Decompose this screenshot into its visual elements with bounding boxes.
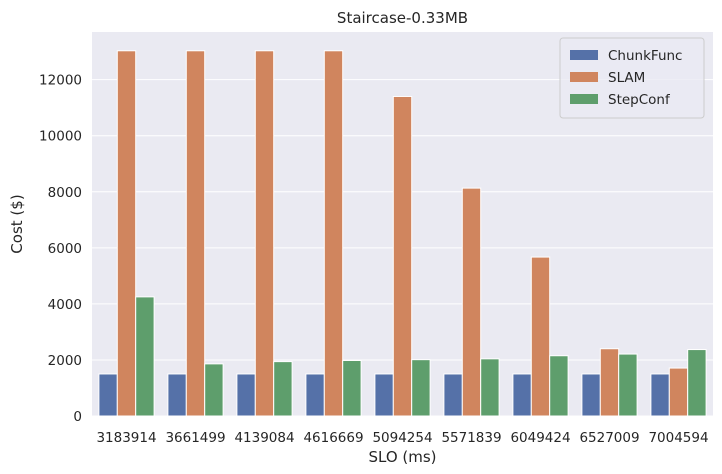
y-tick-label: 10000 (39, 129, 82, 145)
bars (98, 50, 707, 417)
x-tick-label: 6527009 (579, 430, 639, 446)
bar-slam-6049424 (530, 256, 551, 417)
y-tick-label: 6000 (48, 241, 82, 257)
bar-chunkfunc-5094254 (374, 373, 394, 417)
x-tick-label: 4616669 (303, 430, 363, 446)
x-tick-label: 3183914 (96, 430, 156, 446)
x-tick-label: 5094254 (372, 430, 432, 446)
bar-slam-3661499 (185, 50, 206, 417)
bar-stepconf-5094254 (411, 359, 431, 417)
x-tick-label: 7004594 (648, 430, 708, 446)
chart-title: Staircase-0.33MB (337, 9, 468, 27)
legend: ChunkFunc SLAM StepConf (559, 37, 705, 119)
y-tick-label: 4000 (48, 297, 82, 313)
bar-chunkfunc-7004594 (650, 373, 670, 417)
x-tick-labels: 3183914 3661499 4139084 4616669 5094254 55718… (96, 430, 708, 446)
bar-slam-7004594 (668, 367, 689, 417)
bar-slam-4139084 (254, 50, 275, 417)
y-tick-label: 2000 (48, 353, 82, 369)
legend-label-chunkfunc: ChunkFunc (608, 48, 682, 64)
y-tick-labels: 0 2000 4000 6000 8000 10000 12000 (39, 73, 82, 425)
x-tick-label: 3661499 (165, 430, 225, 446)
bar-slam-4616669 (323, 50, 344, 417)
bar-chunkfunc-4139084 (236, 373, 256, 417)
x-tick-label: 5571839 (441, 430, 501, 446)
legend-swatch-chunkfunc (570, 50, 598, 60)
bar-stepconf-3183914 (135, 296, 155, 417)
bar-stepconf-4616669 (342, 360, 362, 417)
bar-stepconf-7004594 (687, 349, 707, 417)
y-tick-label: 0 (73, 409, 82, 425)
bar-chunkfunc-5571839 (443, 373, 463, 417)
bar-stepconf-3661499 (204, 363, 224, 417)
x-tick-label: 6049424 (510, 430, 570, 446)
bar-chunkfunc-6527009 (581, 373, 601, 417)
x-axis-title: SLO (ms) (368, 448, 436, 466)
y-tick-label: 12000 (39, 73, 82, 89)
bar-chunkfunc-6049424 (512, 373, 532, 417)
legend-label-stepconf: StepConf (608, 92, 671, 108)
y-axis-title: Cost ($) (8, 194, 26, 253)
x-tick-label: 4139084 (234, 430, 294, 446)
bar-stepconf-6049424 (549, 355, 569, 417)
y-tick-label: 8000 (48, 185, 82, 201)
legend-swatch-slam (570, 72, 598, 82)
legend-label-slam: SLAM (608, 70, 645, 86)
bar-chunkfunc-4616669 (305, 373, 325, 417)
bar-stepconf-5571839 (480, 358, 500, 417)
bar-slam-5571839 (461, 187, 482, 417)
bar-slam-5094254 (392, 95, 413, 417)
legend-swatch-stepconf (570, 94, 598, 104)
bar-stepconf-6527009 (618, 353, 638, 417)
bar-chunkfunc-3183914 (98, 373, 118, 417)
bar-stepconf-4139084 (273, 361, 293, 417)
bar-slam-6527009 (599, 348, 620, 417)
bar-slam-3183914 (116, 50, 137, 417)
bar-chunkfunc-3661499 (167, 373, 187, 417)
